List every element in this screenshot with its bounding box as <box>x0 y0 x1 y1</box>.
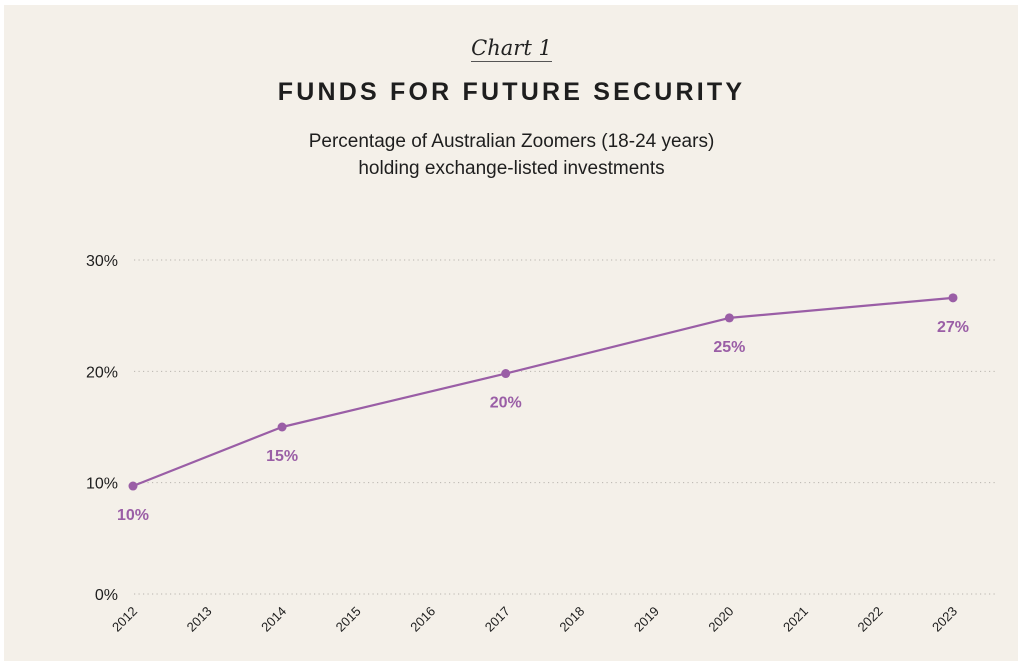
chart-number-label: Chart 1 <box>0 36 1023 62</box>
x-tick-label: 2020 <box>705 604 736 635</box>
y-tick-label: 30% <box>86 253 118 270</box>
x-tick-label: 2023 <box>929 604 960 635</box>
data-label-2020: 25% <box>713 339 745 356</box>
x-tick-label: 2013 <box>184 604 215 635</box>
x-tick-label: 2021 <box>780 604 811 635</box>
chart-subtitle: Percentage of Australian Zoomers (18-24 … <box>0 128 1023 182</box>
y-tick-label: 0% <box>95 587 118 604</box>
data-point-2020 <box>724 313 734 323</box>
data-label-2023: 27% <box>937 319 969 336</box>
chart-number-text: Chart 1 <box>471 36 552 62</box>
data-label-2014: 15% <box>266 448 298 465</box>
chart-subtitle-line-1: Percentage of Australian Zoomers (18-24 … <box>308 131 715 152</box>
x-tick-label: 2016 <box>407 604 438 635</box>
data-point-2012 <box>128 481 138 491</box>
data-point-2014 <box>277 422 287 432</box>
x-axis: 2012 2013 2014 2015 2016 2017 2018 2019 2020 2021… <box>109 604 960 635</box>
gridlines <box>134 259 995 595</box>
series-group <box>128 293 958 491</box>
data-label-2012: 10% <box>117 507 149 524</box>
data-labels: 10% 15% 20% 25% 27% <box>117 319 969 524</box>
x-tick-label: 2022 <box>855 604 886 635</box>
y-tick-label: 10% <box>86 476 118 493</box>
data-label-2017: 20% <box>490 395 522 412</box>
x-tick-label: 2012 <box>109 604 140 635</box>
chart-panel <box>4 5 1018 661</box>
data-point-2023 <box>948 293 958 303</box>
y-axis: 0% 10% 20% 30% <box>86 253 118 604</box>
data-point-2017 <box>501 369 511 379</box>
x-tick-label: 2014 <box>258 604 289 635</box>
chart-title: FUNDS FOR FUTURE SECURITY <box>277 78 746 106</box>
y-tick-label: 20% <box>86 364 118 381</box>
x-tick-label: 2015 <box>333 604 364 635</box>
x-tick-label: 2018 <box>556 604 587 635</box>
x-tick-label: 2017 <box>482 604 513 635</box>
chart-subtitle-line-2: holding exchange-listed investments <box>358 158 665 179</box>
x-tick-label: 2019 <box>631 604 662 635</box>
series-line <box>131 296 955 488</box>
